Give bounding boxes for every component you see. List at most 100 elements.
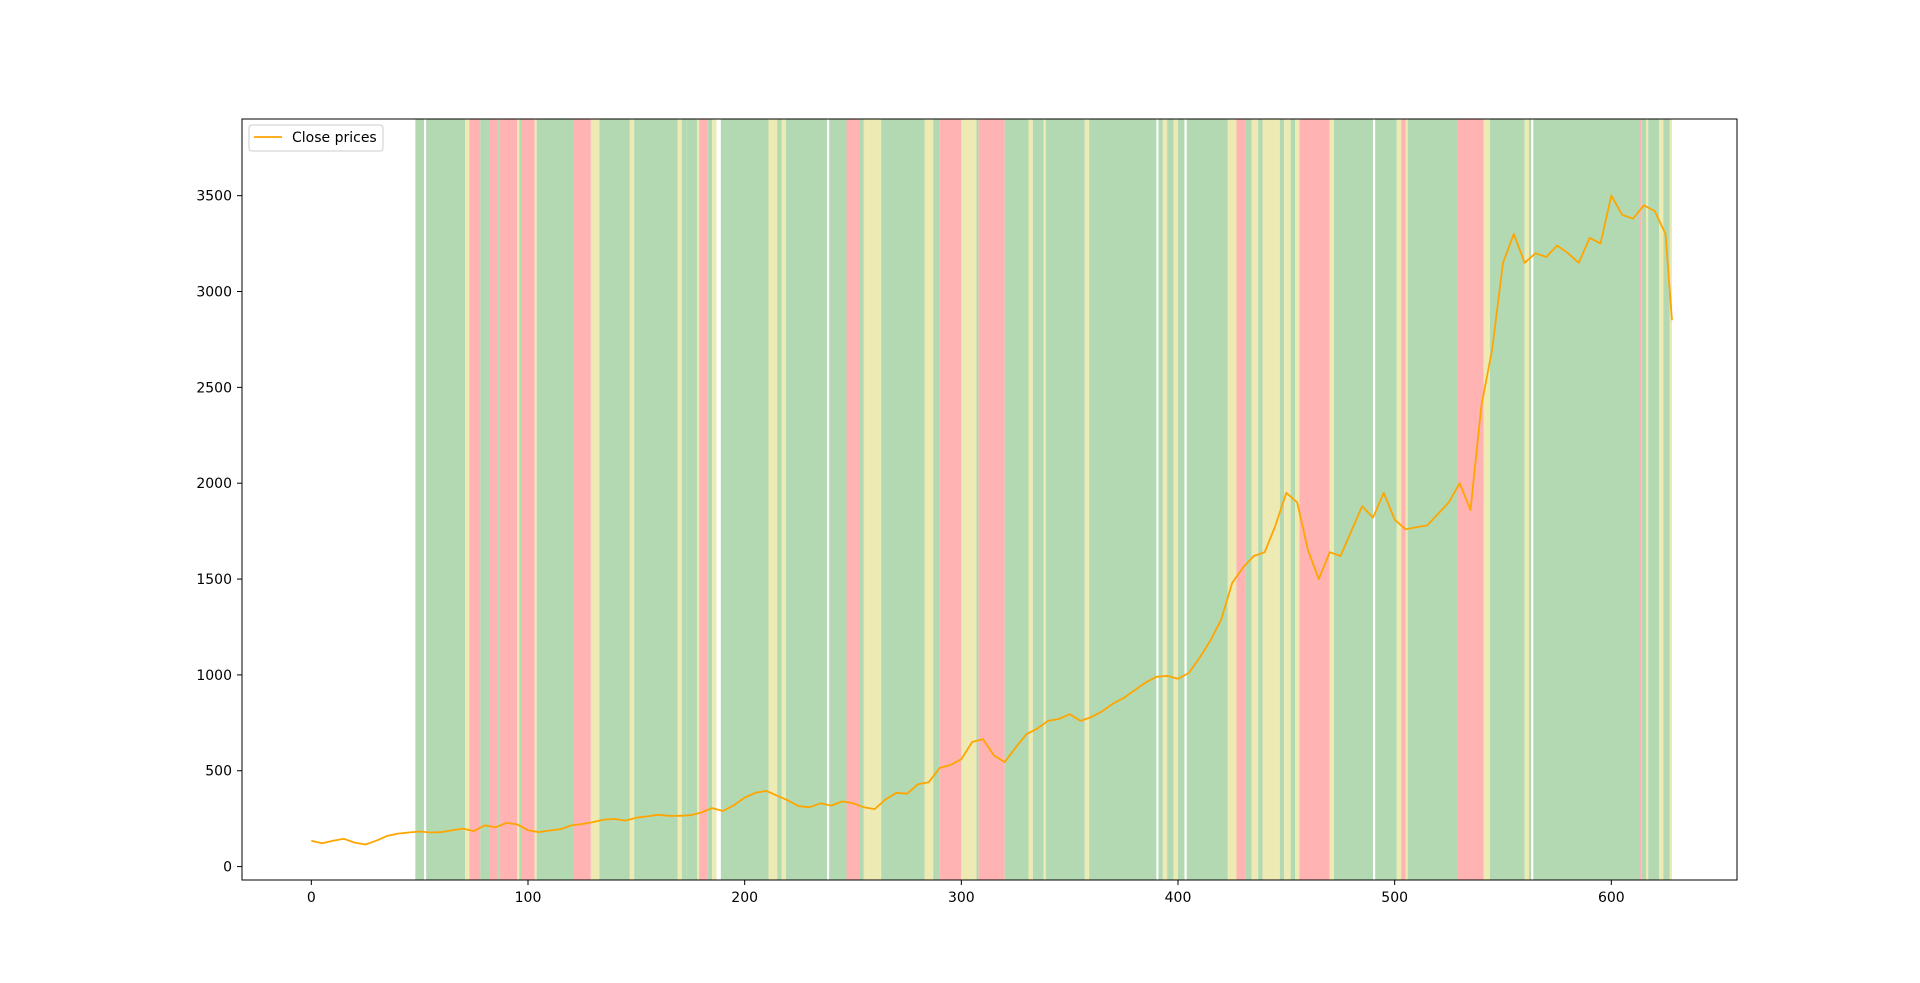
legend-label: Close prices [292, 130, 377, 146]
region-yellow [697, 119, 700, 880]
region-yellow [1405, 119, 1408, 880]
region-yellow [781, 119, 786, 880]
series-line [311, 194, 1673, 846]
y-tick-label: 2000 [196, 476, 232, 492]
region-green [1045, 119, 1085, 880]
y-tick-label: 3500 [196, 189, 232, 205]
region-red [1639, 119, 1642, 880]
x-tick-label: 200 [731, 890, 758, 906]
region-green [933, 119, 940, 880]
y-axis: 0 500 1000 1500 2000 2500 3000 3500 [196, 189, 242, 876]
x-axis: 0 100 200 300 400 500 600 [307, 880, 1625, 906]
region-yellow [629, 119, 635, 880]
region-red [939, 119, 962, 880]
region-green [1641, 119, 1646, 880]
y-tick-label: 0 [223, 860, 232, 876]
region-yellow [677, 119, 682, 880]
region-green [497, 119, 500, 880]
region-yellow [1329, 119, 1334, 880]
x-tick-label: 400 [1165, 890, 1192, 906]
region-green [426, 119, 466, 880]
region-yellow [863, 119, 869, 880]
region-green [707, 119, 713, 880]
region-yellow [534, 119, 537, 880]
region-yellow [712, 119, 717, 880]
region-yellow [1295, 119, 1300, 880]
region-yellow [1524, 119, 1529, 880]
region-green [1258, 119, 1263, 880]
region-green [1279, 119, 1285, 880]
region-green [1648, 119, 1659, 880]
region-red [699, 119, 708, 880]
region-green [480, 119, 489, 880]
regime-regions [415, 119, 1672, 880]
region-red [489, 119, 498, 880]
region-red [846, 119, 860, 880]
region-green [1167, 119, 1174, 880]
region-yellow [1227, 119, 1237, 880]
region-green [720, 119, 769, 880]
region-red [499, 119, 518, 880]
region-yellow [768, 119, 778, 880]
x-tick-label: 600 [1598, 890, 1625, 906]
y-tick-label: 2500 [196, 380, 232, 396]
legend-box [248, 124, 384, 152]
close-price-series [311, 194, 1673, 846]
region-yellow [1659, 119, 1664, 880]
region-green [976, 119, 979, 880]
region-yellow [1483, 119, 1490, 880]
region-yellow [1646, 119, 1649, 880]
region-yellow [868, 119, 882, 880]
region-red [1236, 119, 1246, 880]
region-green [681, 119, 687, 880]
legend: Close prices [248, 124, 384, 152]
region-green [1178, 119, 1185, 880]
region-green [1533, 119, 1640, 880]
region-green [1158, 119, 1163, 880]
region-green [859, 119, 864, 880]
y-tick-label: 3000 [196, 285, 232, 301]
region-green [415, 119, 424, 880]
region-yellow [924, 119, 934, 880]
region-yellow [1262, 119, 1280, 880]
region-green [1334, 119, 1373, 880]
region-red [573, 119, 591, 880]
x-tick-label: 500 [1381, 890, 1408, 906]
region-yellow [1084, 119, 1090, 880]
region-green [1529, 119, 1532, 880]
region-yellow [1043, 119, 1046, 880]
region-green [1186, 119, 1228, 880]
region-red [978, 119, 1005, 880]
region-red [1299, 119, 1330, 880]
y-tick-label: 500 [205, 764, 232, 780]
region-yellow [465, 119, 470, 880]
region-green [519, 119, 522, 880]
y-tick-label: 1000 [196, 668, 232, 684]
region-green [1032, 119, 1044, 880]
y-tick-label: 1500 [196, 572, 232, 588]
region-yellow [1251, 119, 1259, 880]
region-yellow [1173, 119, 1178, 880]
region-green [1004, 119, 1029, 880]
x-tick-label: 100 [515, 890, 542, 906]
region-yellow [1028, 119, 1033, 880]
region-green [1663, 119, 1670, 880]
x-tick-label: 300 [948, 890, 975, 906]
region-green [777, 119, 782, 880]
region-red [521, 119, 535, 880]
region-green [1245, 119, 1252, 880]
region-yellow [1396, 119, 1402, 880]
region-red [469, 119, 481, 880]
region-green [651, 119, 678, 880]
region-green [785, 119, 827, 880]
region-yellow [1284, 119, 1291, 880]
region-green [634, 119, 652, 880]
region-green [536, 119, 574, 880]
region-red [1401, 119, 1406, 880]
x-tick-label: 0 [307, 890, 316, 906]
region-yellow [1162, 119, 1168, 880]
region-green [1490, 119, 1525, 880]
region-green [829, 119, 847, 880]
region-yellow [961, 119, 977, 880]
region-green [599, 119, 630, 880]
